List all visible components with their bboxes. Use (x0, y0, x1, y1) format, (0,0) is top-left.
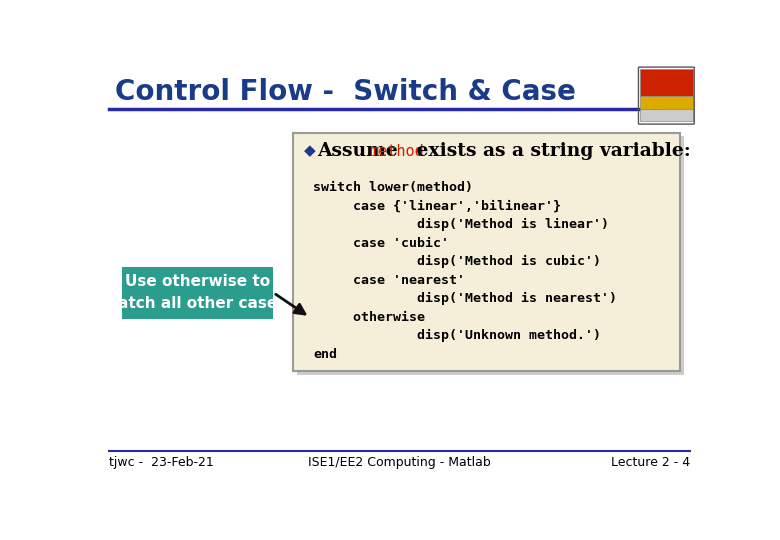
Text: switch lower(method): switch lower(method) (313, 181, 473, 194)
Text: Control Flow -  Switch & Case: Control Flow - Switch & Case (115, 78, 576, 106)
Text: method: method (370, 144, 424, 159)
Text: ISE1/EE2 Computing - Matlab: ISE1/EE2 Computing - Matlab (308, 456, 491, 469)
Text: otherwise: otherwise (313, 311, 425, 324)
Text: end: end (313, 348, 337, 361)
Text: disp('Method is linear'): disp('Method is linear') (313, 218, 609, 232)
Text: Use otherwise to
catch all other cases: Use otherwise to catch all other cases (109, 274, 286, 312)
Bar (640, 69, 693, 96)
Bar (292, 132, 680, 372)
Text: ◆: ◆ (304, 144, 316, 159)
Text: case 'cubic': case 'cubic' (313, 237, 449, 250)
Text: disp('Method is cubic'): disp('Method is cubic') (313, 255, 601, 268)
Text: disp('Method is nearest'): disp('Method is nearest') (313, 292, 617, 306)
Text: case {'linear','bilinear'}: case {'linear','bilinear'} (313, 200, 561, 213)
Text: disp('Unknown method.'): disp('Unknown method.') (313, 329, 601, 342)
Text: Lecture 2 - 4: Lecture 2 - 4 (612, 456, 690, 469)
Bar (640, 110, 693, 121)
Text: Assume: Assume (317, 142, 404, 160)
Bar (122, 267, 274, 319)
Text: exists as a string variable:: exists as a string variable: (410, 142, 690, 160)
Text: tjwc -  23-Feb-21: tjwc - 23-Feb-21 (109, 456, 214, 469)
Bar (296, 137, 684, 375)
Bar (640, 96, 693, 110)
Text: case 'nearest': case 'nearest' (313, 274, 465, 287)
